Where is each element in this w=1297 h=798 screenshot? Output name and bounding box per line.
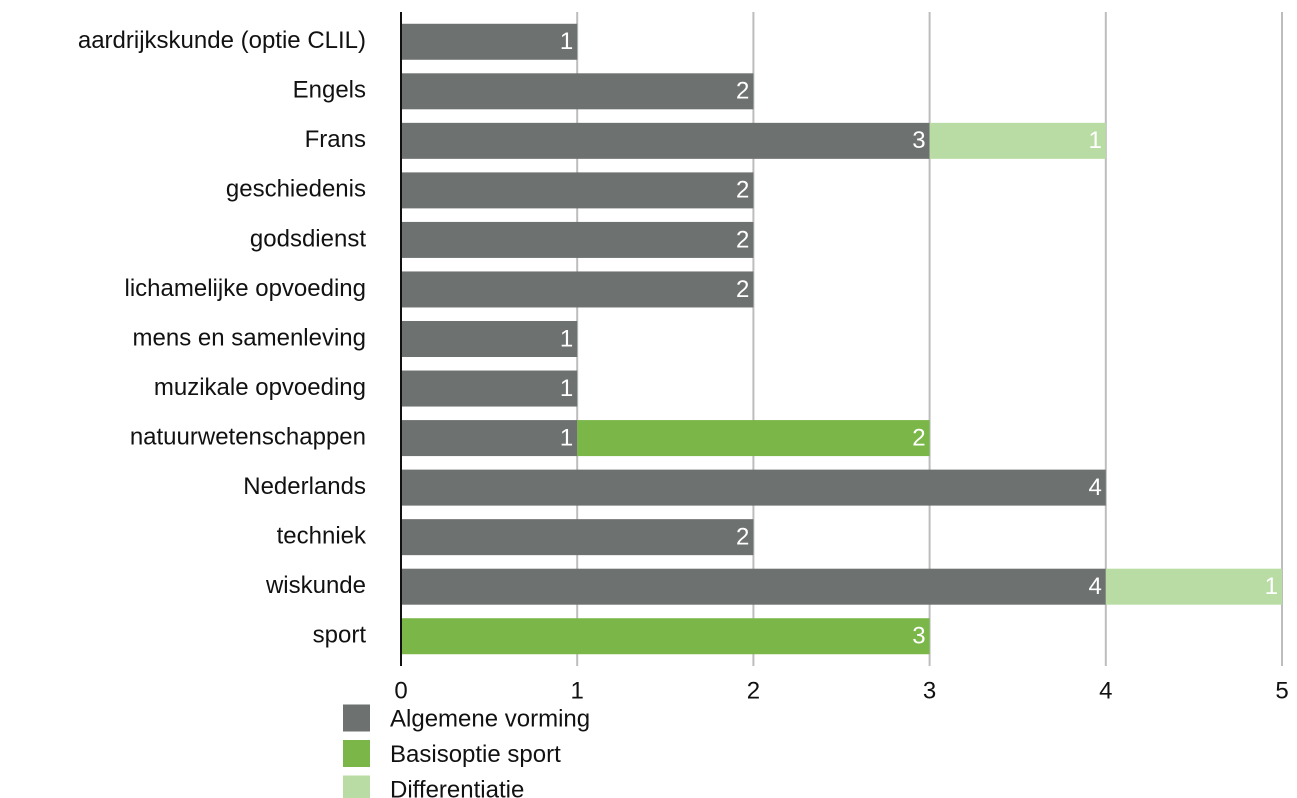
bar bbox=[401, 469, 1106, 506]
data-label: 2 bbox=[736, 276, 749, 303]
data-label: 2 bbox=[736, 177, 749, 204]
bar bbox=[577, 420, 930, 457]
data-label: 3 bbox=[912, 623, 925, 650]
data-label: 2 bbox=[736, 523, 749, 550]
x-tick-label: 3 bbox=[923, 677, 936, 704]
x-tick-label: 1 bbox=[571, 677, 584, 704]
legend-swatch bbox=[343, 775, 370, 798]
x-tick-label: 2 bbox=[747, 677, 760, 704]
bar bbox=[401, 23, 578, 60]
bar bbox=[1105, 568, 1282, 605]
y-tick-label: geschiedenis bbox=[226, 176, 366, 203]
bar bbox=[401, 122, 930, 159]
data-label: 1 bbox=[1088, 127, 1101, 154]
data-label: 1 bbox=[560, 28, 573, 55]
data-label: 1 bbox=[560, 325, 573, 352]
legend-swatch bbox=[343, 704, 370, 732]
bar bbox=[401, 221, 754, 258]
y-tick-label: godsdienst bbox=[250, 225, 366, 252]
y-tick-label: mens en samenleving bbox=[133, 324, 366, 351]
x-tick-label: 4 bbox=[1099, 677, 1112, 704]
y-tick-label: techniek bbox=[277, 522, 367, 549]
bar bbox=[401, 519, 754, 556]
data-label: 1 bbox=[560, 375, 573, 402]
data-label: 2 bbox=[736, 226, 749, 253]
bar bbox=[401, 172, 754, 209]
data-label: 4 bbox=[1088, 573, 1101, 600]
x-tick-label: 5 bbox=[1275, 677, 1288, 704]
legend-swatch bbox=[343, 740, 370, 767]
y-tick-label: aardrijkskunde (optie CLIL) bbox=[78, 27, 366, 54]
bar bbox=[401, 618, 930, 655]
x-tick-label: 0 bbox=[394, 677, 407, 704]
y-tick-label: sport bbox=[313, 622, 367, 649]
data-label: 2 bbox=[912, 424, 925, 451]
bar bbox=[401, 321, 578, 357]
y-tick-label: Engels bbox=[293, 77, 366, 104]
y-tick-label: Nederlands bbox=[243, 473, 366, 500]
data-label: 4 bbox=[1088, 474, 1101, 501]
legend-label: Basisoptie sport bbox=[390, 741, 561, 768]
y-tick-label: muzikale opvoeding bbox=[154, 374, 366, 401]
bar bbox=[401, 370, 578, 407]
bar bbox=[401, 568, 1106, 605]
legend-label: Differentiatie bbox=[390, 776, 524, 798]
data-label: 1 bbox=[560, 424, 573, 451]
bar bbox=[929, 122, 1106, 159]
data-label: 3 bbox=[912, 127, 925, 154]
bar bbox=[401, 73, 754, 110]
data-label: 1 bbox=[1265, 573, 1278, 600]
bar bbox=[401, 420, 578, 457]
y-tick-label: natuurwetenschappen bbox=[130, 423, 366, 450]
y-tick-label: Frans bbox=[305, 126, 366, 153]
y-tick-label: lichamelijke opvoeding bbox=[125, 275, 366, 302]
data-label: 2 bbox=[736, 78, 749, 105]
bar bbox=[401, 271, 754, 308]
y-tick-label: wiskunde bbox=[265, 572, 366, 599]
legend-label: Algemene vorming bbox=[390, 705, 590, 732]
